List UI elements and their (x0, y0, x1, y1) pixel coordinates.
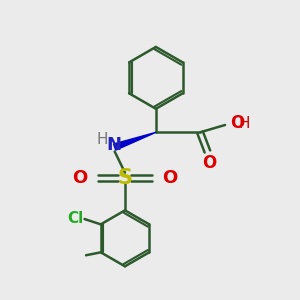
Text: H: H (97, 132, 108, 147)
Text: O: O (72, 169, 88, 187)
Text: H: H (238, 116, 250, 131)
Text: O: O (230, 115, 244, 133)
Text: N: N (106, 136, 122, 154)
Polygon shape (114, 132, 156, 150)
Text: S: S (118, 168, 133, 188)
Text: Cl: Cl (67, 211, 83, 226)
Text: O: O (202, 154, 216, 172)
Text: O: O (162, 169, 178, 187)
